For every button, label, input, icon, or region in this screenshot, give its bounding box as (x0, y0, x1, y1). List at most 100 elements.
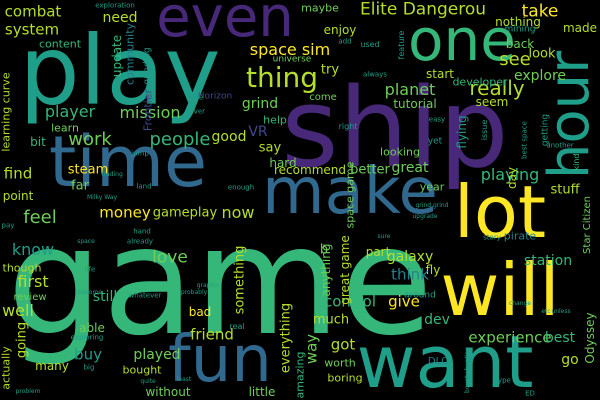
word-tutorial: tutorial (393, 97, 437, 111)
word-played: played (133, 347, 181, 363)
word-still: still (92, 289, 118, 305)
word-already: already (126, 237, 154, 246)
word-much: much (312, 312, 350, 328)
word-around: around (404, 290, 436, 301)
word-money: money (99, 203, 151, 222)
word-actually: actually (0, 346, 13, 390)
word-enjoy: enjoy (323, 23, 357, 37)
word-control: control (324, 292, 376, 311)
word-least: least (176, 376, 192, 383)
word-problem: problem (15, 388, 41, 395)
word-go: go (561, 352, 579, 368)
word-find: find (3, 164, 33, 183)
word-made: made (562, 21, 598, 35)
word-never: never (184, 107, 206, 116)
word-probably: probably (180, 289, 208, 296)
word-learn: learn (51, 121, 79, 135)
word-give: give (388, 292, 420, 311)
word-well: well (2, 301, 34, 320)
word-seem: seem (475, 95, 509, 109)
word-frontier: Frontier (141, 88, 155, 132)
word-want: want (356, 320, 534, 400)
word-content: content (38, 37, 82, 51)
word-something: something (232, 245, 248, 315)
word-steam: steam (67, 162, 109, 178)
word-everything: everything (278, 302, 294, 374)
word-though: though (2, 261, 42, 275)
word-learning-curve: learning curve (0, 72, 13, 152)
word-space-sim: space sim (249, 40, 331, 59)
word-quite: quite (140, 378, 156, 385)
word-kind: kind (572, 153, 581, 171)
word-part: part (365, 245, 391, 259)
word-lot: lot (453, 170, 547, 254)
word-ed: ED (525, 389, 535, 398)
word-explore: explore (513, 68, 567, 84)
word-buy: buy (74, 345, 102, 364)
word-hard: hard (269, 156, 297, 170)
word-always: always (362, 70, 388, 79)
word-space-game: space game (343, 161, 357, 229)
word-b: b (319, 242, 329, 258)
word-real: real (229, 322, 245, 331)
word-try: try (320, 62, 340, 78)
word-without: without (145, 385, 191, 399)
word-one: one (408, 6, 516, 74)
word-become: become (77, 289, 103, 296)
word-looking: looking (380, 145, 420, 159)
word-story: story (483, 233, 501, 242)
word-good: good (211, 129, 247, 145)
word-even: even (156, 0, 294, 50)
word-bit: bit (30, 135, 46, 149)
word-jump: jump (131, 149, 149, 158)
word-far: far (71, 178, 89, 194)
word-easy: easy (428, 115, 446, 124)
word-feel: feel (23, 207, 57, 228)
word-look: look (528, 46, 556, 62)
word-playing: playing (480, 165, 540, 184)
word-work: work (68, 129, 112, 150)
word-milky-way: Milky Way (86, 194, 118, 201)
word-better: better (350, 162, 390, 178)
word-grind: grind (241, 96, 279, 112)
word-fly: fly (425, 263, 441, 277)
word-first: first (17, 272, 49, 291)
word-ship: ship (281, 64, 509, 192)
word-way: way (302, 333, 321, 365)
word-station: station (523, 253, 573, 269)
word-now: now (221, 203, 255, 222)
word-unless: unless (551, 308, 571, 315)
word-big: big (83, 363, 95, 372)
word-make: make (262, 155, 438, 229)
word-developer: developer (452, 75, 508, 89)
word-amazing: amazing (293, 351, 307, 399)
word-start: start (426, 67, 454, 81)
word-horizon: Horizon (197, 91, 233, 102)
word-going: going (14, 321, 30, 359)
word-bad: bad (188, 305, 212, 319)
word-experience: experience (468, 328, 552, 347)
word-bounty-hunting: bounty hunting (464, 347, 471, 393)
word-dlc: DLC (427, 356, 449, 367)
word-think: think (391, 265, 429, 284)
word-combat: combat (4, 2, 62, 21)
word-nice: nice (188, 93, 204, 102)
word-star-citizen: Star Citizen (582, 196, 593, 254)
word-upgrade: upgrade (412, 213, 438, 220)
word-right: right (338, 122, 358, 131)
word-day: day (505, 166, 519, 190)
word-review: review (13, 292, 47, 303)
word-hand: hand (133, 227, 151, 236)
word-got: got (330, 335, 356, 354)
word-mining: mining (504, 24, 536, 35)
word-dev: dev (424, 312, 450, 328)
word-whatever: whatever (128, 291, 162, 300)
word-used: used (360, 40, 380, 49)
word-people: people (149, 129, 211, 150)
word-land: land (136, 182, 152, 191)
word-thing: thing (245, 61, 319, 94)
word-elite-dangerous: Elite Dangerou (359, 0, 487, 20)
word-gameplay: gameplay (152, 205, 218, 221)
word-back: back (505, 37, 535, 51)
